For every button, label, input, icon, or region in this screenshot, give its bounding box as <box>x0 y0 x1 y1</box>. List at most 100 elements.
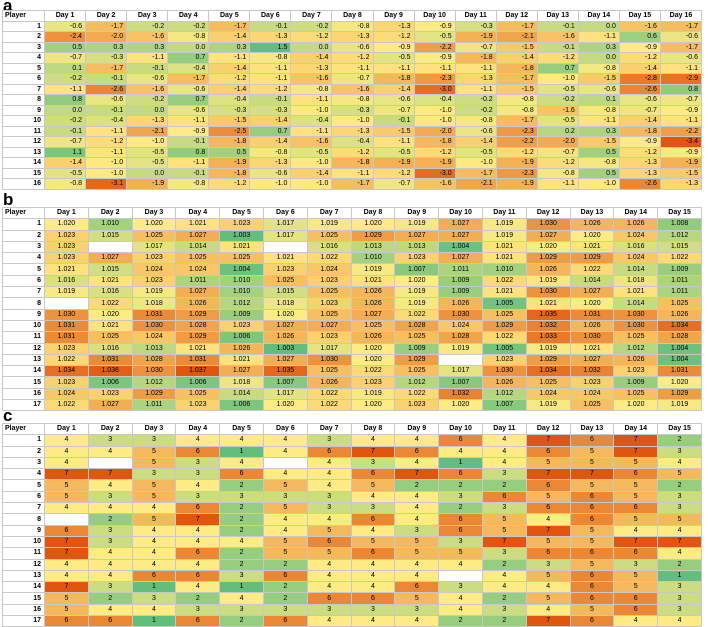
player-id-cell: 4 <box>2 252 45 265</box>
heatmap-cell: -1.4 <box>249 136 292 148</box>
table-row: 13 1.022 1.031 1.028 1.031 1.021 1.027 1.030 1.0… <box>2 353 702 367</box>
heatmap-cell: 0.0 <box>43 104 87 116</box>
heatmap-cell: 1.031 <box>175 353 221 367</box>
heatmap-cell: 5 <box>569 445 615 458</box>
heatmap-cell: 1.021 <box>175 342 221 355</box>
heatmap-cell: 1.007 <box>262 376 308 389</box>
heatmap-cell: 4 <box>87 558 133 571</box>
heatmap-cell: 4 <box>306 615 352 627</box>
heatmap-cell: 3 <box>87 581 133 594</box>
heatmap-cell: 1.034 <box>657 319 702 333</box>
heatmap-cell: 0.1 <box>577 94 620 106</box>
player-id-cell: 17 <box>2 615 45 627</box>
heatmap-cell: 1.024 <box>44 387 89 401</box>
heatmap-cell: -0.8 <box>577 62 620 74</box>
heatmap-cell: 1.021 <box>219 240 264 254</box>
heatmap-cell: -2.0 <box>536 136 579 148</box>
player-id-cell: 15 <box>2 167 45 179</box>
heatmap-cell: 6 <box>569 434 615 447</box>
heatmap-cell: 5 <box>525 535 571 549</box>
heatmap-cell <box>438 353 483 367</box>
heatmap-cell: -0.6 <box>618 94 661 106</box>
heatmap-cell: 1.026 <box>350 297 396 310</box>
heatmap-cell: -1.2 <box>372 167 415 179</box>
heatmap-cell: 1.024 <box>306 263 352 276</box>
heatmap-cell: 0.0 <box>290 41 333 53</box>
heatmap-cell: 4 <box>87 502 133 515</box>
heatmap-cell: 1.003 <box>262 342 308 355</box>
heatmap-cell <box>44 297 89 310</box>
player-column-header: Player <box>2 422 45 436</box>
heatmap-cell: 4 <box>44 569 89 583</box>
table-row: 12 -0.7 -1.2 -1.0 -0.1 -1.8 -1.4 -1.6 -0.4 -1.1 -1… <box>2 136 703 148</box>
day-column-header: Day 2 <box>87 206 133 220</box>
heatmap-cell: 3 <box>438 490 483 504</box>
heatmap-cell: 4 <box>438 592 483 605</box>
heatmap-cell: 3 <box>131 434 177 447</box>
heatmap-cell: 1.013 <box>394 240 440 254</box>
heatmap-cell: 6 <box>306 592 352 605</box>
heatmap-cell: 1.021 <box>481 286 527 299</box>
heatmap-cell: 4 <box>306 558 352 571</box>
player-id-cell: 13 <box>2 146 45 158</box>
player-id-cell: 10 <box>2 319 45 333</box>
heatmap-cell: -1.1 <box>331 62 374 74</box>
heatmap-cell: 1.016 <box>87 342 133 355</box>
heatmap-cell: 7 <box>350 445 396 458</box>
day-column-header: Day 10 <box>413 10 456 22</box>
heatmap-cell: 1.030 <box>438 308 483 321</box>
heatmap-cell: 6 <box>613 603 659 617</box>
heatmap-cell: 4 <box>306 468 352 481</box>
heatmap-cell: 1.021 <box>87 274 133 288</box>
heatmap-cell: 7 <box>525 524 571 537</box>
player-id-cell: 3 <box>2 456 45 470</box>
player-id-cell: 11 <box>2 125 45 137</box>
heatmap-cell: 1.027 <box>262 353 308 367</box>
table-row: 14 7 3 1 4 1 2 4 4 6 3 4 4 6 5 3 <box>2 581 702 594</box>
heatmap-cell: -1.2 <box>290 31 333 43</box>
heatmap-cell: 6 <box>262 615 308 627</box>
heatmap-cell: 1.030 <box>131 319 177 333</box>
heatmap-cell: 5 <box>481 513 527 526</box>
heatmap-cell: 1.020 <box>394 274 440 288</box>
heatmap-cell: 1.026 <box>350 286 396 299</box>
heatmap-cell: 2 <box>219 513 264 526</box>
heatmap-cell: 0.5 <box>577 167 620 179</box>
heatmap-cell: 2 <box>657 434 702 447</box>
heatmap-cell: 5 <box>525 592 571 605</box>
heatmap-cell: -0.6 <box>454 125 497 137</box>
heatmap-cell: 1.022 <box>44 399 89 412</box>
heatmap-cell: 1.027 <box>569 286 615 299</box>
heatmap-cell: 1.011 <box>438 263 483 276</box>
heatmap-cell: 4 <box>87 603 133 617</box>
heatmap-cell: 1.029 <box>525 252 571 265</box>
heatmap-cell: 5 <box>394 547 440 560</box>
heatmap-cell: -1.7 <box>495 73 538 85</box>
heatmap-cell: 3 <box>131 468 177 481</box>
heatmap-cell: 0.5 <box>577 146 620 158</box>
heatmap-cell: 1.025 <box>131 229 177 242</box>
heatmap-cell: 5 <box>569 479 615 492</box>
heatmap-cell: 1.020 <box>350 353 396 367</box>
heatmap-cell: 3 <box>657 581 702 594</box>
heatmap-cell: 1.029 <box>350 229 396 242</box>
heatmap-cell: -2.2 <box>413 41 456 53</box>
heatmap-cell: 1.029 <box>569 252 615 265</box>
heatmap-cell: 1.023 <box>262 263 308 276</box>
table-row: 2 1.023 1.015 1.025 1.027 1.003 1.017 1.025 1.02… <box>2 229 702 242</box>
heatmap-cell: 1.017 <box>306 342 352 355</box>
table-row: 10 7 3 4 4 4 5 6 5 5 3 7 5 5 7 7 <box>2 535 702 549</box>
heatmap-cell: 0.7 <box>249 125 292 137</box>
heatmap-cell: -0.6 <box>659 31 703 43</box>
day-column-header: Day 5 <box>219 422 264 436</box>
heatmap-cell: -1.0 <box>331 115 374 127</box>
heatmap-cell: -2.8 <box>618 73 661 85</box>
heatmap-cell: 1.019 <box>350 387 396 401</box>
player-id-cell: 12 <box>2 136 45 148</box>
heatmap-cell: 1.019 <box>306 218 352 231</box>
heatmap-cell: 5 <box>438 547 483 560</box>
heatmap-cell: 1.027 <box>525 229 571 242</box>
